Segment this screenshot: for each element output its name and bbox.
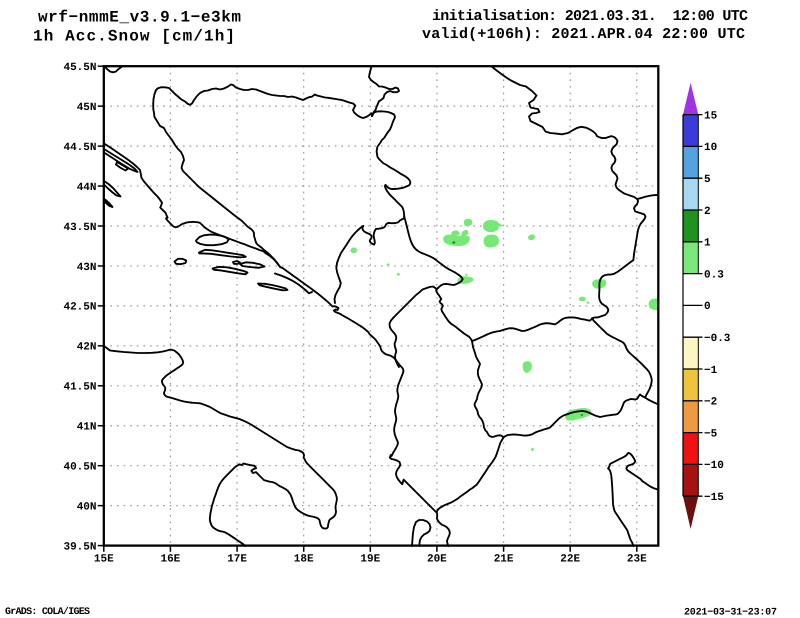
- svg-text:initialisation: 2021.03.31. 1: initialisation: 2021.03.31. 12:00 UTC: [432, 8, 748, 25]
- svg-text:15E: 15E: [94, 554, 114, 566]
- svg-text:45N: 45N: [77, 102, 97, 114]
- svg-text:42.5N: 42.5N: [63, 302, 96, 314]
- svg-text:−15: −15: [704, 492, 724, 504]
- svg-text:−10: −10: [704, 460, 724, 472]
- svg-text:−0.3: −0.3: [704, 333, 731, 345]
- svg-text:40.5N: 40.5N: [63, 462, 96, 474]
- svg-text:43.5N: 43.5N: [63, 222, 96, 234]
- svg-text:5: 5: [704, 174, 711, 186]
- svg-text:19E: 19E: [360, 554, 380, 566]
- svg-text:wrf−nmmE_v3.9.1−e3km: wrf−nmmE_v3.9.1−e3km: [38, 9, 241, 27]
- svg-text:21E: 21E: [494, 554, 514, 566]
- svg-text:41.5N: 41.5N: [63, 382, 96, 394]
- svg-text:1h Acc.Snow [cm/1h]: 1h Acc.Snow [cm/1h]: [33, 28, 235, 46]
- svg-text:40N: 40N: [77, 501, 97, 513]
- svg-text:22E: 22E: [560, 554, 580, 566]
- svg-text:41N: 41N: [77, 422, 97, 434]
- svg-text:42N: 42N: [77, 342, 97, 354]
- svg-text:39.5N: 39.5N: [63, 541, 96, 553]
- svg-text:2: 2: [704, 206, 711, 218]
- svg-text:GrADS: COLA/IGES: GrADS: COLA/IGES: [5, 606, 90, 618]
- svg-text:10: 10: [704, 142, 717, 154]
- svg-text:0: 0: [704, 301, 711, 313]
- svg-text:17E: 17E: [227, 554, 247, 566]
- svg-text:0.3: 0.3: [704, 269, 724, 281]
- svg-text:18E: 18E: [294, 554, 314, 566]
- svg-text:16E: 16E: [160, 554, 180, 566]
- svg-text:43N: 43N: [77, 262, 97, 274]
- svg-text:20E: 20E: [427, 554, 447, 566]
- svg-text:44N: 44N: [77, 182, 97, 194]
- svg-text:1: 1: [704, 238, 711, 250]
- svg-text:15: 15: [704, 110, 718, 122]
- svg-text:−1: −1: [704, 365, 718, 377]
- svg-text:23E: 23E: [627, 554, 647, 566]
- svg-text:44.5N: 44.5N: [63, 142, 96, 154]
- svg-text:valid(+106h): 2021.APR.04 22:0: valid(+106h): 2021.APR.04 22:00 UTC: [422, 26, 745, 43]
- svg-text:−2: −2: [704, 397, 717, 409]
- svg-text:2021−03−31−23:07: 2021−03−31−23:07: [684, 608, 777, 618]
- svg-text:45.5N: 45.5N: [63, 62, 96, 74]
- svg-text:−5: −5: [704, 428, 718, 440]
